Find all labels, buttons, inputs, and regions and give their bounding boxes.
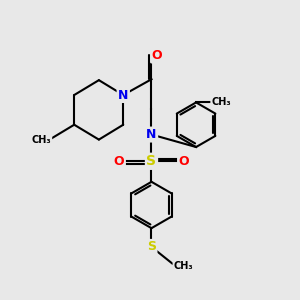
Text: N: N: [118, 88, 128, 101]
Text: CH₃: CH₃: [212, 98, 231, 107]
Text: O: O: [114, 155, 124, 168]
Text: S: S: [147, 240, 156, 254]
Text: CH₃: CH₃: [32, 135, 51, 145]
Text: S: S: [146, 154, 157, 168]
Text: O: O: [178, 155, 189, 168]
Text: N: N: [146, 128, 157, 141]
Text: O: O: [152, 49, 162, 62]
Text: CH₃: CH₃: [174, 261, 194, 271]
